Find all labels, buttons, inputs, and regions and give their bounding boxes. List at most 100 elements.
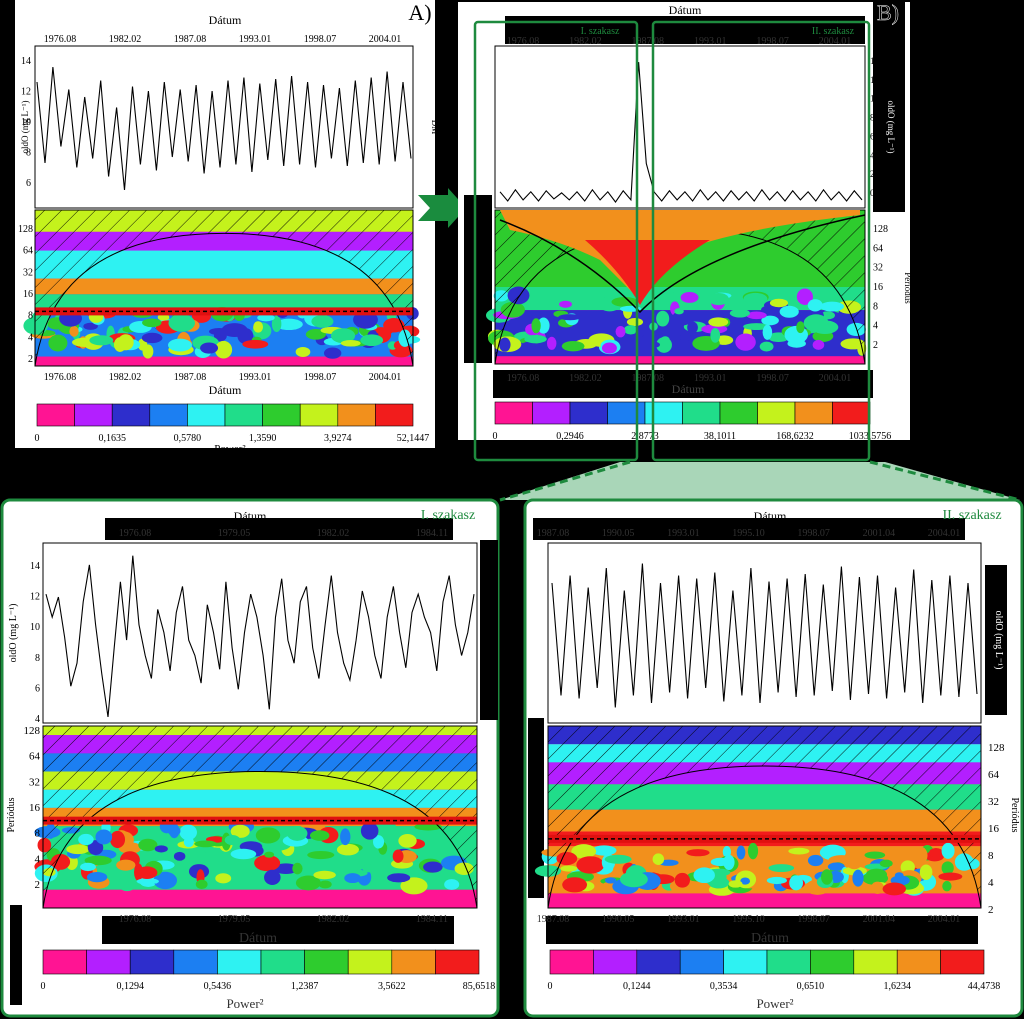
wavelet-blob xyxy=(195,879,208,890)
ytick-label: 12 xyxy=(21,87,31,98)
panel-c-left-series-line xyxy=(45,555,475,717)
colorbar-swatch xyxy=(42,949,87,975)
ytick-label: 8 xyxy=(35,653,40,664)
ytick-label: 2 xyxy=(28,354,33,365)
wavelet-blob xyxy=(942,880,952,892)
wavelet-blob xyxy=(591,845,617,856)
wavelet-blob xyxy=(619,871,648,888)
wavelet-blob xyxy=(807,854,824,867)
panel-b-top-ticks: 1976.08 1982.02 1987.08 1993.01 1998.07 2004.… xyxy=(507,36,852,47)
wavelet-blob xyxy=(864,851,886,859)
tick-label: 2004.01 xyxy=(819,36,852,47)
tick-label: 2004.01 xyxy=(819,373,852,384)
wavelet-blob xyxy=(292,862,303,875)
tick-label: 1982.02 xyxy=(109,34,142,45)
colorbar-swatch xyxy=(86,949,131,975)
tick-label: 1993.01 xyxy=(694,36,727,47)
ytick-label: 6 xyxy=(35,683,40,694)
wavelet-blob xyxy=(311,315,334,328)
wavelet-blob xyxy=(623,325,638,335)
panel-a: A) Dátum 1976.08 1982.02 1987.08 1993.01 199… xyxy=(5,0,440,455)
ytick-label: 4 xyxy=(35,714,40,725)
wavelet-blob xyxy=(708,292,729,306)
wavelet-blob xyxy=(83,322,98,330)
cone-of-influence-edge xyxy=(547,765,982,909)
wavelet-blob xyxy=(66,844,90,855)
colorbar-swatch xyxy=(719,401,758,425)
wavelet-blob xyxy=(796,288,813,305)
ytick-label: 14 xyxy=(21,56,31,67)
wavelet-blob xyxy=(215,873,232,884)
tick-label: 1987.08 xyxy=(174,34,207,45)
wavelet-blob xyxy=(136,878,159,885)
wavelet-blob xyxy=(414,823,442,831)
wavelet-band xyxy=(35,278,413,295)
wavelet-blob xyxy=(340,828,351,846)
wavelet-blob xyxy=(524,334,547,344)
wavelet-blob xyxy=(116,859,136,871)
ytick-label: 16 xyxy=(873,282,883,293)
tick-label: 1984.11 xyxy=(416,914,448,925)
wavelet-blob xyxy=(769,298,789,308)
wavelet-blob xyxy=(179,824,197,841)
colorbar-tick-label: 38,1011 xyxy=(704,431,736,442)
panel-a-top-ticks: 1976.08 1982.02 1987.08 1993.01 1998.07 2004.… xyxy=(44,34,402,45)
wavelet-blob xyxy=(626,317,644,327)
ytick-label: 16 xyxy=(23,289,33,300)
panel-c-right-colorbar: 0 0,1244 0,3534 0,6510 1,6234 44,4738 xyxy=(548,949,1000,992)
panel-a-series-line xyxy=(36,66,412,191)
wavelet-blob xyxy=(423,861,443,873)
colorbar-tick-label: 0 xyxy=(493,431,498,442)
wavelet-blob xyxy=(214,340,233,359)
colorbar-tick-label: 0,6510 xyxy=(797,981,825,992)
wavelet-blob xyxy=(559,300,572,308)
wavelet-blob xyxy=(847,860,862,870)
colorbar-swatch xyxy=(347,949,393,975)
ytick-label: 64 xyxy=(23,246,33,257)
wavelet-blob xyxy=(821,869,833,885)
panel-c-left-bottom-ticks: 1976.08 1979.05 1982.02 1984.11 xyxy=(119,914,448,925)
panel-b-wavelet-yticks: 2 4 8 16 32 64 128 xyxy=(873,224,888,351)
wavelet-blob xyxy=(167,338,192,352)
wavelet-blob xyxy=(652,853,665,865)
colorbar-swatch xyxy=(435,949,480,975)
wavelet-blob xyxy=(913,846,928,864)
panel-b-series-line xyxy=(499,62,863,203)
tick-label: 1979.05 xyxy=(218,914,251,925)
ytick-label: 10 xyxy=(21,117,31,128)
panel-c-right-wavelet-yticks: 2 4 8 16 32 64 128 xyxy=(988,742,1005,916)
colorbar-tick-label: 0 xyxy=(41,981,46,992)
wavelet-blob xyxy=(69,325,79,337)
colorbar-swatch xyxy=(494,401,533,425)
panel-a-wavelet-yticks: 2 4 8 16 32 64 128 xyxy=(18,224,33,365)
colorbar-tick-label: 0,5436 xyxy=(204,981,232,992)
wavelet-blob xyxy=(360,334,384,347)
cone-of-influence xyxy=(43,726,477,908)
wavelet-blob xyxy=(656,310,670,327)
ytick-label: 64 xyxy=(29,751,41,763)
wavelet-frame xyxy=(42,725,478,909)
wavelet-blob xyxy=(571,844,597,859)
wavelet-blob xyxy=(171,314,185,324)
wavelet-blob xyxy=(444,879,460,890)
ytick-label: 32 xyxy=(29,776,40,788)
wavelet-blob xyxy=(740,877,751,885)
ytick-label: 2 xyxy=(873,340,878,351)
wavelet-blob xyxy=(309,830,330,841)
panel-b-label: B) xyxy=(877,0,899,25)
wavelet-blob xyxy=(708,317,729,327)
colorbar-swatch xyxy=(607,401,646,425)
colorbar-swatch xyxy=(299,403,339,427)
wavelet-blob xyxy=(779,305,799,318)
wavelet-blob xyxy=(237,328,254,344)
wavelet-blob xyxy=(679,333,692,341)
wavelet-blob xyxy=(743,292,768,305)
wavelet-blob xyxy=(560,865,578,872)
wavelet-blob xyxy=(759,341,774,352)
wavelet-blob xyxy=(95,829,113,845)
panel-c-right-bottom-ticks: 1987.08 1990.05 1993.01 1995.10 1998.07 2001.… xyxy=(537,914,961,925)
colorbar-swatch xyxy=(36,403,75,427)
wavelet-blob xyxy=(173,851,186,861)
ytick-label: 120 xyxy=(870,75,884,85)
wavelet-blob xyxy=(803,314,829,332)
